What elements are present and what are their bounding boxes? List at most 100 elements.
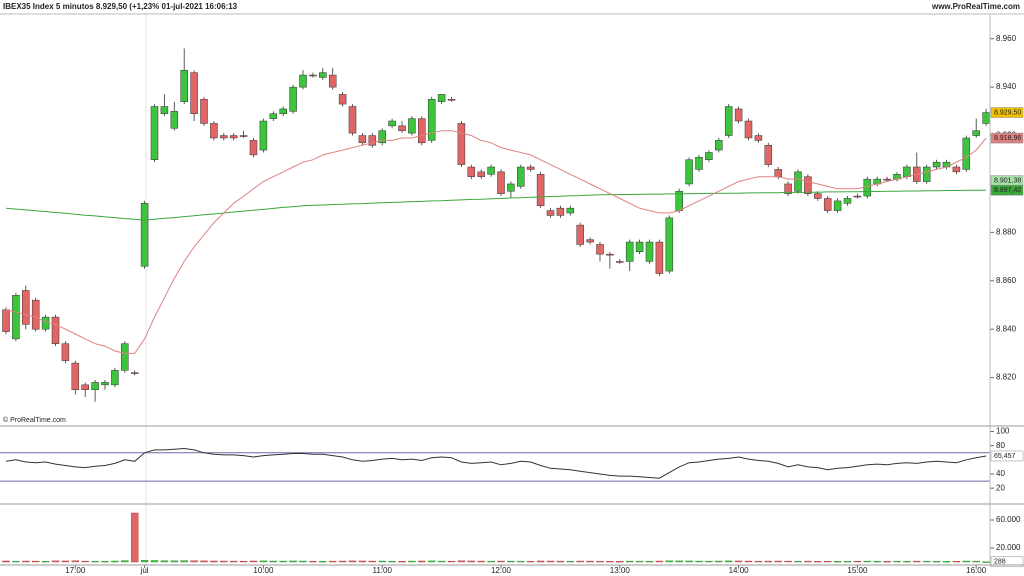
candle-body <box>22 290 30 325</box>
candle-body <box>536 174 545 206</box>
volume-bar <box>913 560 921 563</box>
volume-bar <box>121 560 129 563</box>
volume-bar <box>833 561 842 563</box>
candle-body <box>784 183 792 194</box>
candle-body <box>764 144 773 165</box>
candle-body <box>249 140 258 156</box>
volume-bar <box>932 561 941 563</box>
candle-body <box>81 384 89 390</box>
candle-body <box>31 299 40 330</box>
candle-body <box>239 135 248 137</box>
volume-bar <box>616 561 624 563</box>
x-tick-label: 17:00 <box>65 566 86 575</box>
volume-bar <box>536 560 545 563</box>
volume-bar <box>229 560 238 563</box>
volume-bar <box>586 560 594 563</box>
candle-body <box>447 98 456 101</box>
volume-bar <box>576 560 584 563</box>
volume-bar <box>962 560 970 563</box>
volume-bar <box>497 560 505 563</box>
candle-body <box>883 178 891 181</box>
candle-body <box>180 69 188 102</box>
candle-body <box>774 169 782 177</box>
volume-bar <box>190 560 198 563</box>
volume-bar <box>61 560 70 563</box>
volume-bar <box>368 560 376 563</box>
candle-body <box>922 166 931 182</box>
candle-body <box>2 309 10 332</box>
x-tick-label: 11:00 <box>372 566 392 575</box>
candle-body <box>51 316 60 344</box>
volume-bar <box>695 560 703 563</box>
volume-bar <box>487 560 495 563</box>
candle-body <box>229 135 238 139</box>
value-marker <box>990 132 1024 144</box>
volume-bar <box>428 560 436 563</box>
x-tick-label: 16:00 <box>966 566 987 575</box>
candle-body <box>190 72 198 115</box>
candle-body <box>91 382 99 390</box>
candle-body <box>863 178 872 197</box>
value-marker <box>990 450 1024 462</box>
candle-body <box>121 343 129 371</box>
y-tick-label: 80 <box>996 441 1005 450</box>
header-title: IBEX35 Index 5 minutos 8.929,50 (+1,23% … <box>3 2 238 11</box>
candle-body <box>556 207 565 216</box>
volume-bar <box>160 560 169 563</box>
candle-body <box>477 171 485 177</box>
volume-bar <box>982 561 990 563</box>
volume-bar <box>754 560 763 563</box>
volume-bar <box>101 561 109 563</box>
candle-body <box>150 106 159 160</box>
candle-body <box>665 217 674 272</box>
volume-bar <box>418 560 426 563</box>
y-tick-label: 8.940 <box>996 82 1017 91</box>
volume-bar <box>2 560 10 563</box>
value-marker <box>990 107 1024 118</box>
volume-bar <box>71 560 80 563</box>
candle-body <box>319 72 327 78</box>
volume-bar <box>734 560 743 563</box>
candle-body <box>309 74 317 77</box>
volume-bar <box>774 560 782 563</box>
y-tick-label: 60.000 <box>996 515 1021 524</box>
y-tick-label: 20.000 <box>996 543 1021 552</box>
volume-bar <box>903 561 911 563</box>
candle-body <box>566 207 575 214</box>
candle-body <box>418 118 426 144</box>
candle-body <box>220 135 228 139</box>
candle-body <box>814 193 822 199</box>
candle-body <box>130 372 139 374</box>
candle-body <box>616 261 624 263</box>
x-tick-label: 15:00 <box>847 566 868 575</box>
volume-bar <box>972 560 980 563</box>
volume-bar <box>784 560 792 563</box>
value-marker-label: 8.901,38 <box>994 177 1021 184</box>
candle-body <box>606 253 614 256</box>
volume-bar <box>210 560 218 563</box>
volume-bar <box>437 560 446 563</box>
candle-body <box>289 86 297 112</box>
candle-body <box>457 123 466 165</box>
candle-body <box>170 111 179 129</box>
y-tick-label: 8.820 <box>996 373 1017 382</box>
y-tick-label: 100 <box>996 427 1010 436</box>
value-marker-label: 65,457 <box>994 453 1016 460</box>
volume-bar <box>91 560 99 563</box>
volume-bar <box>200 560 208 563</box>
candle-body <box>625 241 634 262</box>
value-marker-label: 8.897,42 <box>994 187 1021 194</box>
volume-bar <box>398 561 406 563</box>
candle-body <box>586 239 594 243</box>
volume-bar <box>853 560 862 563</box>
candle-body <box>497 171 505 194</box>
candle-body <box>596 244 604 255</box>
value-marker <box>990 556 1024 568</box>
volume-bar <box>130 512 139 563</box>
candle-body <box>794 171 802 192</box>
volume-bar <box>606 561 614 563</box>
volume-bar <box>477 560 485 563</box>
candle-body <box>467 166 476 177</box>
volume-bar <box>626 560 634 563</box>
